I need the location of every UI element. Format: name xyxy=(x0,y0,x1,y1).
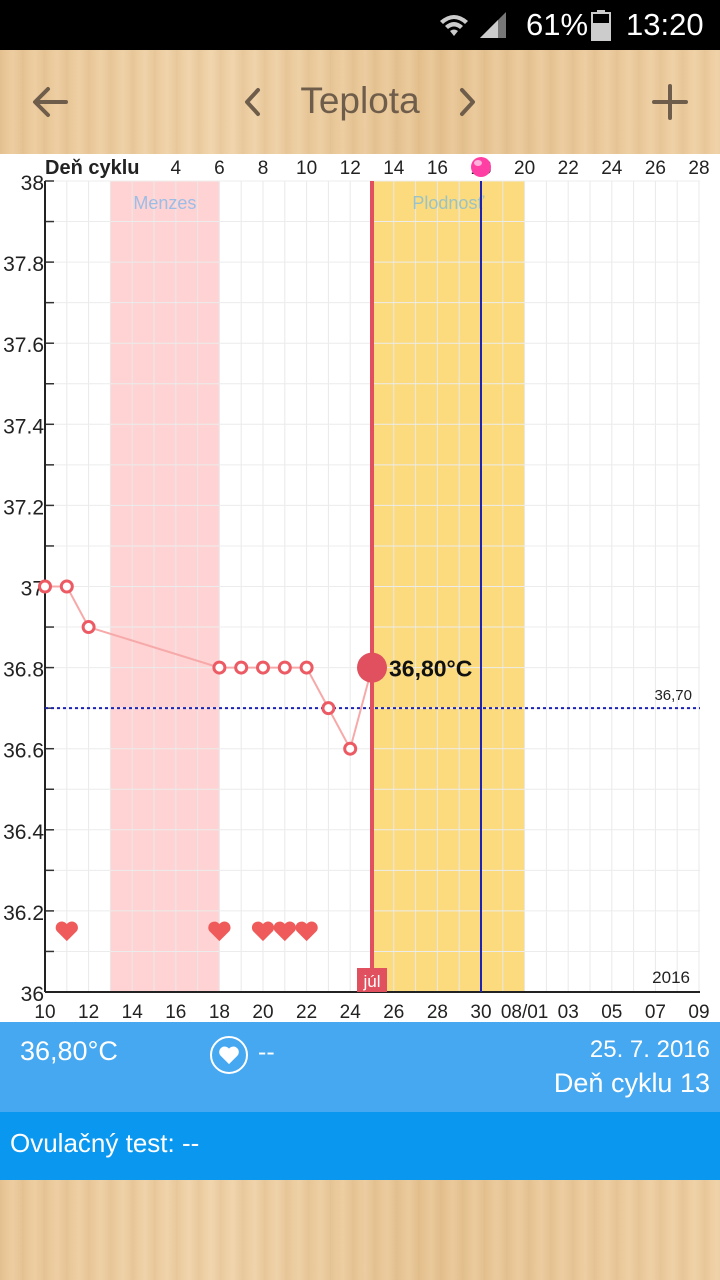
top-tick-label: 16 xyxy=(427,158,448,179)
year-label: 2016 xyxy=(652,968,690,987)
month-label: júl xyxy=(362,972,380,991)
ovulation-test-text: Ovulačný test: -- xyxy=(10,1128,199,1159)
top-axis-label: Deň cyklu xyxy=(45,157,139,179)
y-tick-label: 37.4 xyxy=(3,415,44,438)
plus-icon xyxy=(652,84,688,120)
heart-icon xyxy=(219,1046,239,1065)
intercourse-heart xyxy=(295,921,318,942)
temperature-point xyxy=(212,660,227,675)
next-chart-button[interactable] xyxy=(452,80,482,124)
y-tick-label: 38 xyxy=(21,172,44,195)
intercourse-heart xyxy=(251,921,275,942)
temperature-point xyxy=(81,620,96,635)
previous-chart-button[interactable] xyxy=(238,80,268,124)
y-tick-label: 36.8 xyxy=(3,659,44,682)
ovulation-test-value: -- xyxy=(181,1128,200,1158)
wifi-icon xyxy=(438,0,470,50)
top-tick-label: 24 xyxy=(601,158,623,179)
x-tick-label: 09 xyxy=(688,1002,709,1022)
top-tick-label: 26 xyxy=(645,158,666,179)
x-tick-label: 10 xyxy=(34,1002,55,1022)
intercourse-toggle[interactable] xyxy=(210,1036,248,1074)
y-tick-label: 36.4 xyxy=(3,821,44,844)
y-tick-label: 36 xyxy=(21,983,44,1006)
x-tick-label: 03 xyxy=(558,1002,579,1022)
temperature-point xyxy=(343,741,358,756)
selected-date: 25. 7. 2016 xyxy=(589,1036,710,1063)
top-tick-label: 28 xyxy=(688,158,709,179)
x-tick-label: 22 xyxy=(296,1002,317,1022)
clock: 13:20 xyxy=(626,7,704,42)
chart-svg[interactable]: Menzes Plodnosť 36 36.2 36.4 36.6 36.8 37 37.2 37… xyxy=(0,154,720,1022)
temperature-point xyxy=(277,660,292,675)
region-label-menses: Menzes xyxy=(133,193,196,213)
temperature-point xyxy=(38,579,52,594)
x-tick-label: 08/01 xyxy=(501,1002,549,1022)
top-tick-label: 22 xyxy=(558,158,579,179)
intercourse-heart xyxy=(208,921,231,942)
predicted-ovulation-marker-highlight xyxy=(474,160,482,166)
signal-icon xyxy=(478,0,508,50)
y-tick-label: 37 xyxy=(21,578,44,601)
intercourse-heart xyxy=(273,921,296,942)
x-tick-label: 28 xyxy=(427,1002,448,1022)
temperature-point xyxy=(299,660,314,675)
top-tick-label: 12 xyxy=(340,158,361,179)
page-title: Teplota xyxy=(300,80,420,121)
y-tick-label: 37.2 xyxy=(3,496,44,519)
temperature-point xyxy=(256,660,270,675)
x-tick-label: 14 xyxy=(122,1002,144,1022)
info-bar: 36,80°C -- 25. 7. 2016 Deň cyklu 13 xyxy=(0,1022,720,1112)
bottom-background xyxy=(0,1180,720,1280)
battery-icon xyxy=(590,0,612,50)
temperature-point xyxy=(321,701,336,716)
x-tick-label: 24 xyxy=(340,1002,362,1022)
top-tick-label: 6 xyxy=(214,158,225,179)
month-label-box xyxy=(357,968,387,992)
y-tick-label: 36.2 xyxy=(3,902,44,925)
temperature-point xyxy=(59,579,74,594)
battery-percentage: 61% xyxy=(526,7,589,42)
temperature-point xyxy=(234,660,249,675)
back-button[interactable] xyxy=(28,80,72,124)
top-tick-label: 20 xyxy=(514,158,535,179)
top-tick-label: 14 xyxy=(383,158,405,179)
x-tick-label: 30 xyxy=(470,1002,491,1022)
y-tick-label: 37.6 xyxy=(3,334,44,357)
ovulation-test-label: Ovulačný test: xyxy=(10,1128,175,1158)
status-bar: 61% 13:20 xyxy=(0,0,720,50)
y-tick-label: 36.6 xyxy=(3,740,44,763)
intercourse-value: -- xyxy=(258,1038,275,1066)
x-tick-label: 16 xyxy=(165,1002,186,1022)
ovulation-test-bar[interactable]: Ovulačný test: -- xyxy=(0,1112,720,1180)
arrow-left-icon xyxy=(33,87,68,117)
top-tick-label: 8 xyxy=(258,158,269,179)
intercourse-heart xyxy=(55,921,78,942)
selected-temperature-label: 36,80°C xyxy=(389,656,472,682)
x-tick-label: 05 xyxy=(601,1002,622,1022)
selected-temperature: 36,80°C xyxy=(20,1036,118,1066)
x-tick-label: 18 xyxy=(209,1002,230,1022)
x-tick-label: 20 xyxy=(252,1002,273,1022)
top-tick-label: 10 xyxy=(296,158,317,179)
toolbar: Teplota xyxy=(0,50,720,154)
predicted-ovulation-marker xyxy=(471,157,491,177)
temperature-chart[interactable]: Menzes Plodnosť 36 36.2 36.4 36.6 36.8 37 37.2 37… xyxy=(0,154,720,1022)
x-tick-label: 12 xyxy=(78,1002,99,1022)
x-tick-label: 26 xyxy=(383,1002,404,1022)
x-tick-label: 07 xyxy=(645,1002,666,1022)
chevron-left-icon xyxy=(245,88,260,116)
add-button[interactable] xyxy=(648,80,692,124)
y-tick-label: 37.8 xyxy=(3,253,44,276)
selected-cycle-day: Deň cyklu 13 xyxy=(553,1068,710,1098)
region-label-fertility: Plodnosť xyxy=(412,193,484,213)
coverline-label: 36,70 xyxy=(654,687,692,704)
chevron-right-icon xyxy=(460,88,475,116)
selected-temperature-point xyxy=(357,652,387,683)
top-tick-label: 4 xyxy=(171,158,182,179)
